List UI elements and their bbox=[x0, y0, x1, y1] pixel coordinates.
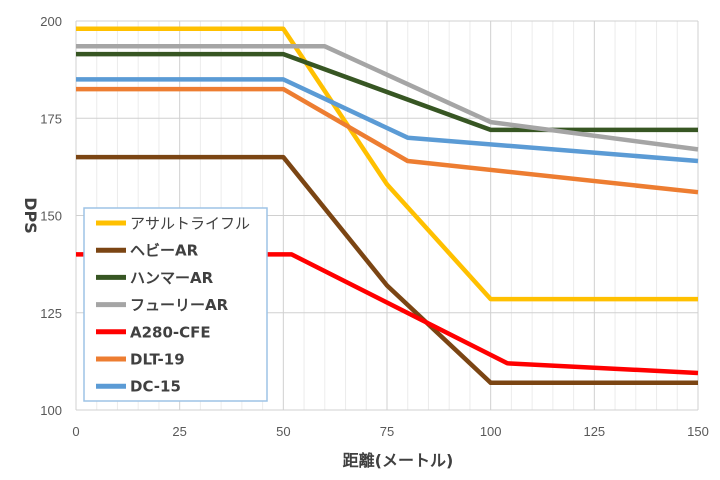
x-tick-label: 0 bbox=[72, 424, 79, 439]
y-axis-title: DPS bbox=[21, 197, 40, 234]
series-line-3 bbox=[76, 51, 698, 133]
x-tick-label: 50 bbox=[276, 424, 290, 439]
y-tick-label: 125 bbox=[40, 306, 62, 321]
y-tick-label: 200 bbox=[40, 14, 62, 29]
x-axis-title: 距離(メートル) bbox=[343, 451, 454, 470]
legend-label: フューリーAR bbox=[130, 296, 229, 314]
series-line-6 bbox=[76, 86, 699, 195]
x-tick-label: 75 bbox=[380, 424, 394, 439]
series-lines bbox=[76, 26, 699, 386]
series-line-7 bbox=[76, 77, 699, 164]
legend-label: DLT-19 bbox=[130, 351, 185, 369]
y-tick-label: 150 bbox=[40, 209, 62, 224]
legend-label: A280-CFE bbox=[130, 323, 211, 341]
tick-labels: 0 25 50 75 100 125 150 100 125 150 175 200 bbox=[40, 14, 709, 439]
x-tick-label: 100 bbox=[480, 424, 502, 439]
legend-label: ハンマーAR bbox=[130, 269, 214, 287]
series-line-1 bbox=[76, 26, 698, 302]
series-line-2 bbox=[76, 154, 698, 386]
y-tick-label: 175 bbox=[40, 111, 62, 126]
legend-label: DC-15 bbox=[130, 378, 181, 396]
x-tick-label: 125 bbox=[583, 424, 605, 439]
x-tick-label: 150 bbox=[687, 424, 709, 439]
x-tick-label: 25 bbox=[172, 424, 186, 439]
legend-label: ヘビーAR bbox=[130, 242, 199, 260]
y-tick-label: 100 bbox=[40, 403, 62, 418]
series-line-4 bbox=[76, 44, 699, 152]
legend-label: アサルトライフル bbox=[130, 215, 250, 233]
